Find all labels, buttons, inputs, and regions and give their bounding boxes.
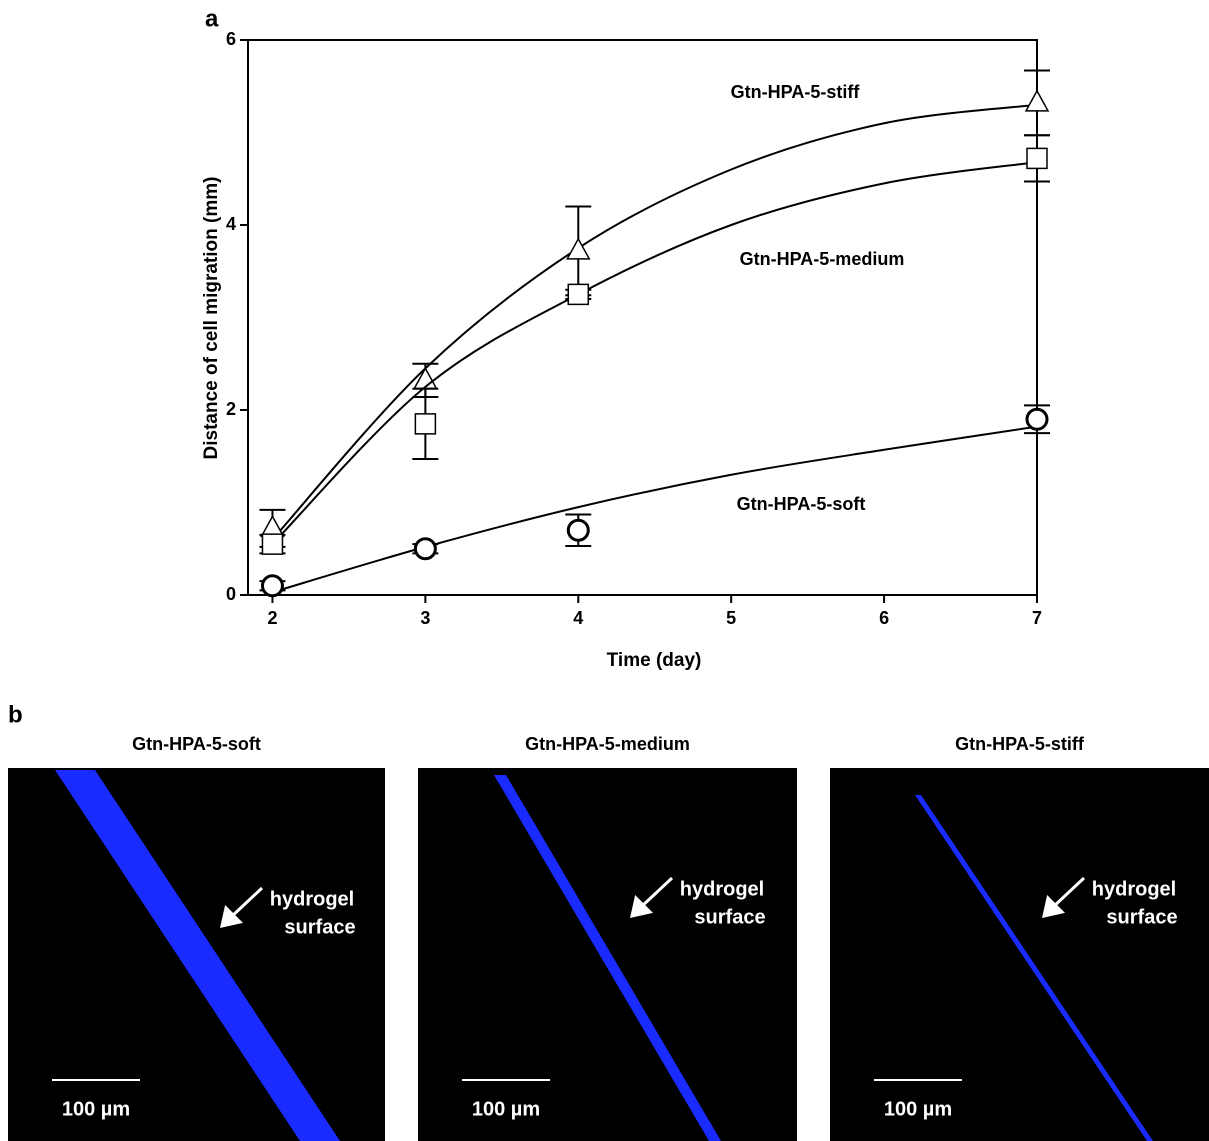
marker bbox=[1026, 91, 1048, 111]
image-title: Gtn-HPA-5-medium bbox=[525, 734, 690, 754]
annotation: surface bbox=[284, 916, 355, 938]
panel-label: a bbox=[205, 5, 219, 32]
marker bbox=[567, 239, 589, 259]
y-tick-label: 4 bbox=[226, 214, 236, 234]
x-tick-label: 5 bbox=[726, 608, 736, 628]
marker bbox=[568, 284, 588, 304]
fit-curve bbox=[272, 105, 1037, 540]
series-label: Gtn-HPA-5-soft bbox=[737, 494, 866, 514]
annotation: hydrogel bbox=[680, 878, 764, 900]
scale-bar-label: 100 µm bbox=[884, 1098, 952, 1120]
x-axis-label: Time (day) bbox=[607, 650, 702, 671]
x-tick-label: 2 bbox=[267, 608, 277, 628]
marker bbox=[415, 539, 435, 559]
marker bbox=[415, 414, 435, 434]
annotation: hydrogel bbox=[270, 888, 354, 910]
annotation: surface bbox=[1106, 906, 1177, 928]
y-tick-label: 0 bbox=[226, 584, 236, 604]
x-tick-label: 6 bbox=[879, 608, 889, 628]
marker bbox=[568, 520, 588, 540]
marker bbox=[1027, 148, 1047, 168]
x-tick-label: 3 bbox=[420, 608, 430, 628]
marker bbox=[414, 368, 436, 388]
x-tick-label: 7 bbox=[1032, 608, 1042, 628]
marker bbox=[1027, 409, 1047, 429]
y-tick-label: 6 bbox=[226, 29, 236, 49]
y-tick-label: 2 bbox=[226, 399, 236, 419]
fit-curve bbox=[272, 162, 1037, 544]
y-axis-label: Distance of cell migration (mm) bbox=[201, 177, 222, 460]
fit-curve bbox=[272, 427, 1037, 593]
scale-bar-label: 100 µm bbox=[472, 1098, 540, 1120]
image-title: Gtn-HPA-5-soft bbox=[132, 734, 261, 754]
image-title: Gtn-HPA-5-stiff bbox=[955, 734, 1085, 754]
series-label: Gtn-HPA-5-medium bbox=[740, 249, 905, 269]
annotation: hydrogel bbox=[1092, 878, 1176, 900]
annotation: surface bbox=[694, 906, 765, 928]
micrograph bbox=[830, 768, 1209, 1141]
x-tick-label: 4 bbox=[573, 608, 583, 628]
marker bbox=[262, 576, 282, 596]
scale-bar-label: 100 µm bbox=[62, 1098, 130, 1120]
marker bbox=[262, 534, 282, 554]
series-label: Gtn-HPA-5-stiff bbox=[731, 82, 861, 102]
plot-frame bbox=[248, 40, 1037, 595]
figure: a b Time (day) Distance of cell migratio… bbox=[0, 0, 1209, 1141]
panel-label: b bbox=[8, 701, 23, 728]
